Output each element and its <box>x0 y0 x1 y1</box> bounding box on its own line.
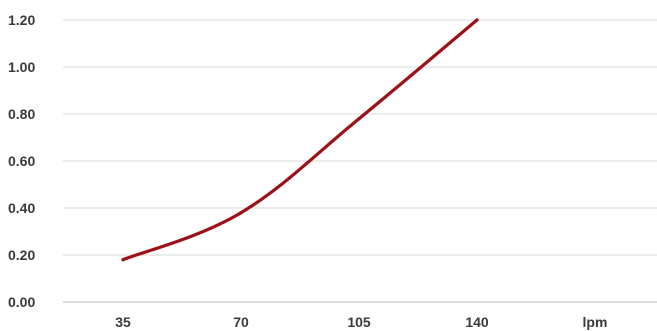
y-tick-label: 0.00 <box>8 294 35 310</box>
data-point <box>357 117 361 121</box>
y-tick-label: 0.20 <box>8 247 35 263</box>
x-tick-label: 105 <box>347 314 371 330</box>
x-tick-label: 140 <box>465 314 489 330</box>
y-axis-tick-labels: 0.00 0.20 0.40 0.60 0.80 1.00 1.20 <box>8 12 35 310</box>
y-tick-label: 1.20 <box>8 12 35 28</box>
x-tick-label: 35 <box>115 314 131 330</box>
y-tick-label: 0.40 <box>8 200 35 216</box>
series-line <box>121 18 479 262</box>
gridlines <box>63 19 657 303</box>
data-point <box>121 258 125 262</box>
x-axis-tick-labels: 35 70 105 140 lpm <box>115 314 607 330</box>
data-point <box>239 211 243 215</box>
x-tick-label: 70 <box>233 314 249 330</box>
y-tick-label: 1.00 <box>8 59 35 75</box>
data-point <box>475 18 479 22</box>
x-tick-label: lpm <box>583 314 608 330</box>
y-tick-label: 0.60 <box>8 153 35 169</box>
series-layer <box>121 18 479 262</box>
y-tick-label: 0.80 <box>8 106 35 122</box>
